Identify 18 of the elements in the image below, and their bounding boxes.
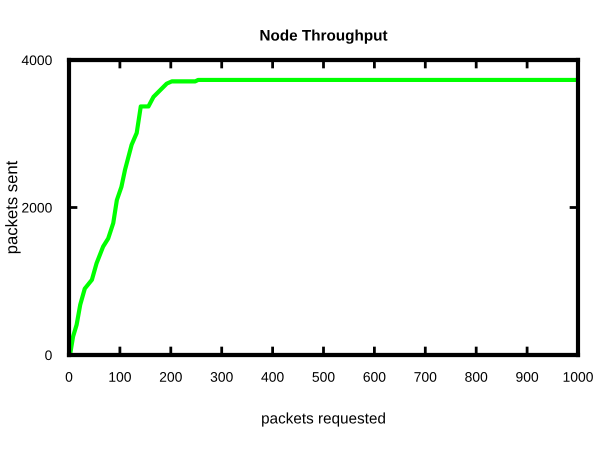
x-tick-label: 200 [160, 372, 182, 382]
x-tick-label: 300 [210, 372, 233, 382]
x-tick-label: 500 [312, 372, 335, 382]
x-tick-label: 800 [465, 372, 488, 382]
chart-title: Node Throughput [260, 29, 388, 44]
x-axis-title: packets requested [262, 412, 385, 427]
x-tick-label: 600 [364, 372, 386, 382]
line-series [69, 78, 578, 355]
y-axis-title: packets sent [5, 160, 21, 254]
x-tick-label: 900 [516, 372, 538, 382]
x-tick-label: 0 [66, 372, 72, 382]
y-tick-label: 0 [45, 350, 52, 360]
y-tick-label: 2000 [22, 202, 52, 213]
x-tick-label: 700 [414, 372, 436, 382]
x-tick-label: 400 [261, 372, 284, 382]
y-tick-label: 4000 [22, 55, 52, 66]
x-tick-label: 1000 [564, 372, 593, 382]
x-tick-label: 100 [109, 372, 131, 382]
